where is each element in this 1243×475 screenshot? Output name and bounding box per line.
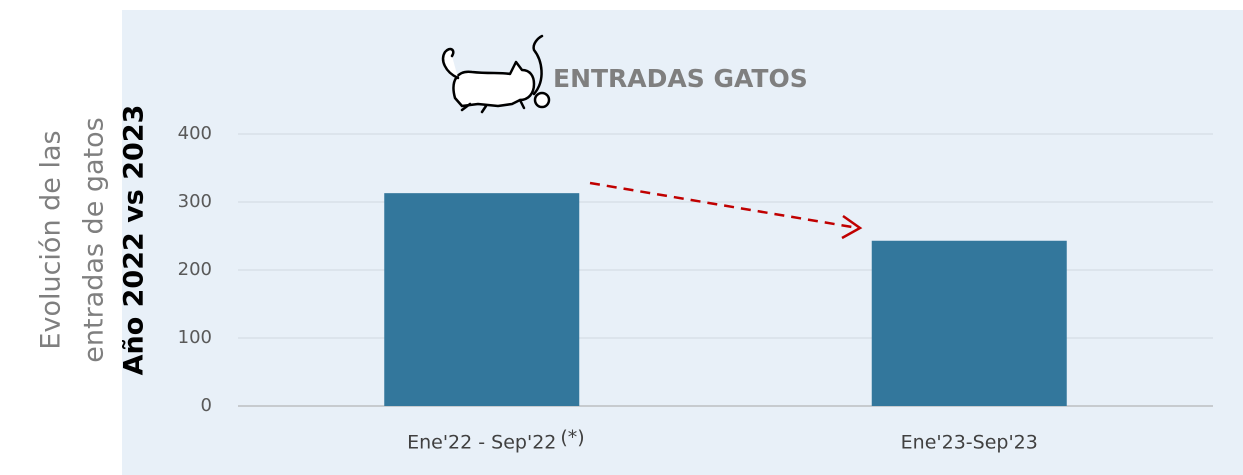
- y-axis-label-line: Año 2022 vs 2023: [119, 105, 150, 376]
- y-tick-label: 400: [178, 123, 212, 144]
- bar: [384, 193, 579, 406]
- y-axis-label-line: entradas de gatos: [79, 117, 110, 362]
- y-tick-label: 200: [178, 259, 212, 280]
- y-tick-label: 300: [178, 191, 212, 212]
- category-note: (*): [560, 427, 584, 449]
- y-tick-label: 100: [178, 327, 212, 348]
- y-tick-label: 0: [201, 395, 212, 416]
- chart: ENTRADAS GATOS Evolución de las entradas …: [0, 0, 1243, 475]
- x-tick-label: Ene'23-Sep'23: [901, 432, 1038, 454]
- y-axis-label: Evolución de las entradas de gatos Año 202…: [36, 105, 150, 376]
- bar: [872, 241, 1067, 406]
- chart-title: ENTRADAS GATOS: [553, 64, 808, 93]
- y-axis-label-line: Evolución de las: [36, 130, 67, 349]
- page: {"chart_data": {"type": "bar", "title": …: [0, 0, 1243, 475]
- x-tick-label: Ene'22 - Sep'22: [407, 432, 556, 454]
